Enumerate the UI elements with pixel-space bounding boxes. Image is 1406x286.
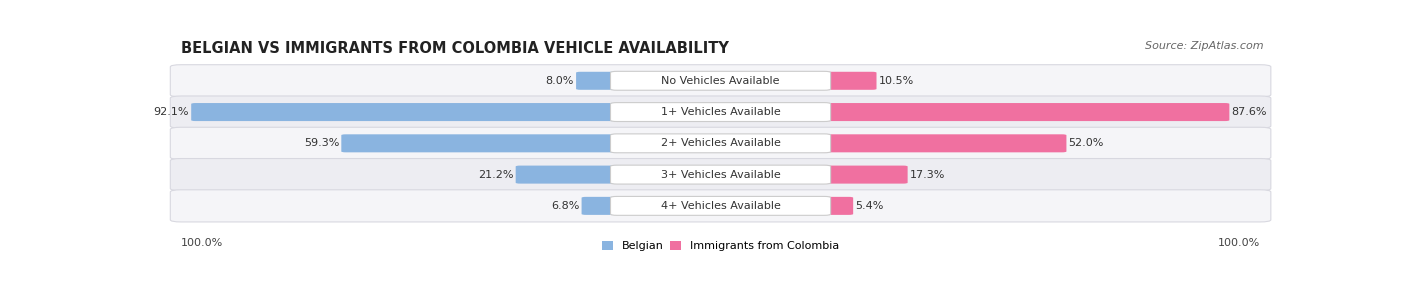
FancyBboxPatch shape (820, 72, 876, 90)
Text: No Vehicles Available: No Vehicles Available (661, 76, 780, 86)
Legend: Belgian, Immigrants from Colombia: Belgian, Immigrants from Colombia (602, 241, 839, 251)
FancyBboxPatch shape (610, 103, 831, 122)
Text: 1+ Vehicles Available: 1+ Vehicles Available (661, 107, 780, 117)
Text: 8.0%: 8.0% (546, 76, 574, 86)
FancyBboxPatch shape (516, 166, 621, 184)
FancyBboxPatch shape (610, 71, 831, 90)
FancyBboxPatch shape (576, 72, 621, 90)
Text: 87.6%: 87.6% (1232, 107, 1267, 117)
Text: Source: ZipAtlas.com: Source: ZipAtlas.com (1144, 41, 1263, 51)
FancyBboxPatch shape (191, 103, 621, 121)
FancyBboxPatch shape (170, 127, 1271, 159)
FancyBboxPatch shape (610, 134, 831, 153)
Text: 5.4%: 5.4% (855, 201, 884, 211)
FancyBboxPatch shape (582, 197, 621, 215)
Text: 4+ Vehicles Available: 4+ Vehicles Available (661, 201, 780, 211)
FancyBboxPatch shape (170, 65, 1271, 97)
Text: 10.5%: 10.5% (879, 76, 914, 86)
Text: 3+ Vehicles Available: 3+ Vehicles Available (661, 170, 780, 180)
FancyBboxPatch shape (170, 190, 1271, 222)
Text: 6.8%: 6.8% (551, 201, 579, 211)
FancyBboxPatch shape (820, 134, 1066, 152)
FancyBboxPatch shape (610, 196, 831, 215)
FancyBboxPatch shape (820, 103, 1229, 121)
FancyBboxPatch shape (820, 166, 908, 184)
Text: 100.0%: 100.0% (1218, 238, 1260, 248)
Text: 21.2%: 21.2% (478, 170, 513, 180)
Text: 59.3%: 59.3% (304, 138, 339, 148)
Text: 100.0%: 100.0% (181, 238, 224, 248)
FancyBboxPatch shape (170, 96, 1271, 128)
Text: BELGIAN VS IMMIGRANTS FROM COLOMBIA VEHICLE AVAILABILITY: BELGIAN VS IMMIGRANTS FROM COLOMBIA VEHI… (181, 41, 730, 56)
Text: 52.0%: 52.0% (1069, 138, 1104, 148)
FancyBboxPatch shape (342, 134, 621, 152)
Text: 92.1%: 92.1% (153, 107, 188, 117)
FancyBboxPatch shape (170, 158, 1271, 191)
FancyBboxPatch shape (610, 165, 831, 184)
Text: 17.3%: 17.3% (910, 170, 945, 180)
Text: 2+ Vehicles Available: 2+ Vehicles Available (661, 138, 780, 148)
FancyBboxPatch shape (820, 197, 853, 215)
